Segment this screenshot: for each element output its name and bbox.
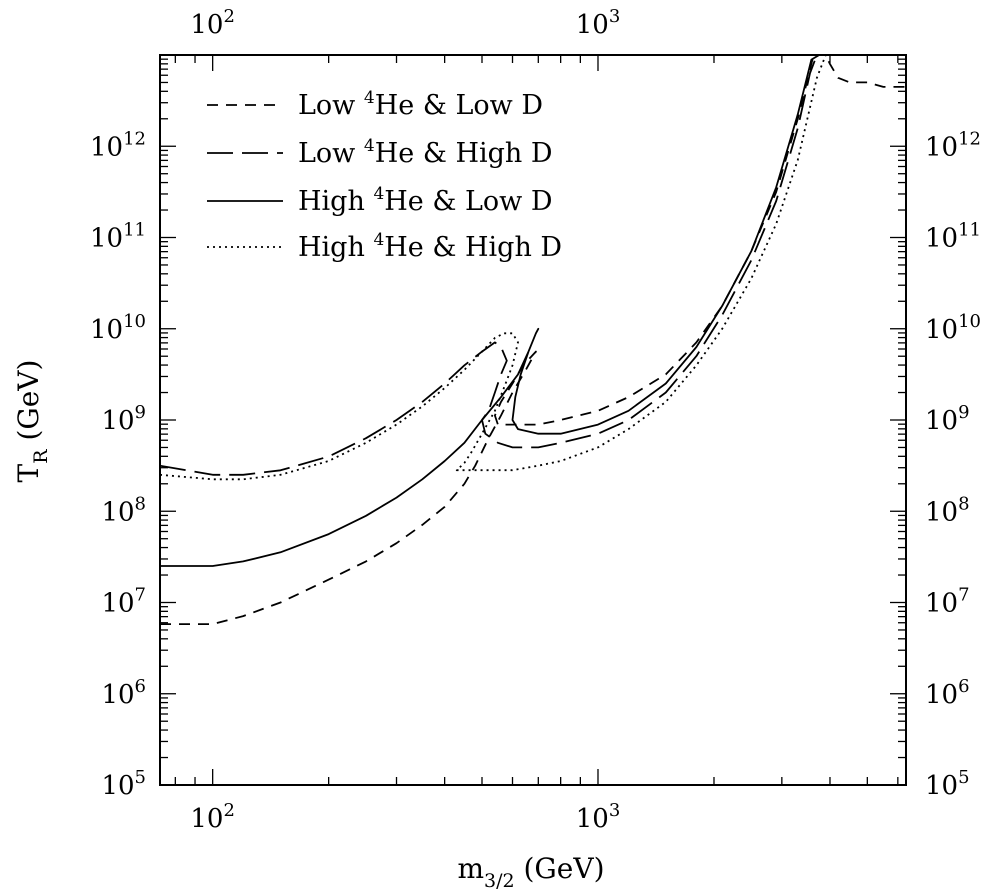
y-tick-label-right: 109 [925, 402, 970, 436]
y-tick-label-left-exponent: 11 [123, 220, 146, 241]
y-tick-label-left: 1010 [90, 311, 146, 345]
y-tick-label-left: 108 [101, 493, 146, 527]
y-tick-label-right-exponent: 9 [958, 402, 969, 423]
legend-label-text: High [298, 186, 373, 217]
y-tick-label-right-exponent: 11 [958, 220, 981, 241]
legend-label-superscript: 4 [364, 136, 375, 156]
y-tick-label-right: 108 [925, 493, 970, 527]
x-tick-label-bottom-exponent: 2 [223, 800, 234, 821]
y-tick-label-left-exponent: 7 [135, 585, 146, 606]
y-tick-label-left-base: 10 [101, 589, 134, 619]
y-axis-title-subscript: R [30, 449, 52, 464]
y-tick-label-left-exponent: 6 [135, 676, 146, 697]
y-tick-label-right: 1012 [925, 128, 981, 162]
axis-ticks [160, 54, 906, 786]
y-tick-label-right-base: 10 [925, 132, 958, 162]
data-curves [160, 55, 906, 625]
y-tick-label-left-base: 10 [101, 497, 134, 527]
x-tick-label-bottom-base: 10 [576, 804, 609, 834]
legend-label-text: He & High D [384, 232, 562, 263]
legend-label-2: Low 4He & High D [298, 136, 553, 169]
legend-label-text: He & Low D [384, 186, 552, 217]
y-tick-label-left-exponent: 8 [135, 493, 146, 514]
y-tick-label-right-base: 10 [925, 680, 958, 710]
y-tick-label-left-exponent: 9 [135, 402, 146, 423]
x-tick-label-top: 102 [190, 6, 235, 40]
y-tick-label-right: 106 [925, 676, 970, 710]
y-tick-label-left-exponent: 5 [135, 767, 146, 788]
y-tick-label-left: 106 [101, 676, 146, 710]
y-tick-label-right-base: 10 [925, 589, 958, 619]
legend-label-1: Low 4He & Low D [298, 88, 543, 121]
y-tick-label-left-base: 10 [101, 406, 134, 436]
series-line-2 [160, 55, 818, 476]
y-tick-label-left: 105 [101, 767, 146, 801]
y-tick-label-right-exponent: 12 [958, 128, 981, 149]
y-tick-label-right-base: 10 [925, 771, 958, 801]
x-tick-label-top: 103 [576, 6, 621, 40]
y-tick-label-right-exponent: 8 [958, 493, 969, 514]
y-tick-label-right-exponent: 10 [958, 311, 981, 332]
y-tick-label-left-exponent: 10 [123, 311, 146, 332]
y-tick-label-left-base: 10 [101, 680, 134, 710]
x-axis-title-subscript: 3/2 [484, 870, 515, 892]
y-tick-label-left: 1012 [90, 128, 146, 162]
y-tick-label-right-base: 10 [925, 224, 958, 254]
legend-label-text: Low [298, 138, 364, 169]
y-tick-label-left-base: 10 [90, 315, 123, 345]
x-tick-label-bottom: 103 [576, 800, 621, 834]
x-tick-label-bottom: 102 [190, 800, 235, 834]
x-tick-label-top-exponent: 2 [223, 6, 234, 27]
y-tick-label-right-base: 10 [925, 315, 958, 345]
x-axis-title: m3/2 (GeV) [457, 852, 604, 892]
y-axis-title: TR (GeV) [12, 360, 52, 483]
plot-frame [159, 54, 907, 786]
y-axis-title-main: T [12, 463, 45, 482]
y-tick-label-right-exponent: 5 [958, 767, 969, 788]
y-tick-label-left-base: 10 [101, 771, 134, 801]
series-line-3 [160, 55, 820, 567]
y-tick-label-left-base: 10 [90, 224, 123, 254]
x-axis-title-unit: (GeV) [515, 852, 605, 885]
y-tick-label-left-base: 10 [90, 132, 123, 162]
y-tick-label-right-exponent: 6 [958, 676, 969, 697]
y-tick-label-right: 105 [925, 767, 970, 801]
x-axis-title-main: m [457, 852, 484, 885]
x-tick-label-top-base: 10 [190, 10, 223, 40]
legend-label-4: High 4He & High D [298, 230, 562, 263]
y-axis-title-unit: (GeV) [12, 360, 45, 450]
y-tick-label-left-exponent: 12 [123, 128, 146, 149]
legend-label-superscript: 4 [364, 88, 375, 108]
legend-label-superscript: 4 [373, 184, 384, 204]
y-tick-label-left: 109 [101, 402, 146, 436]
legend-label-superscript: 4 [373, 230, 384, 250]
legend-label-text: He & High D [375, 138, 553, 169]
y-tick-label-left: 1011 [90, 220, 146, 254]
y-tick-label-right: 1011 [925, 220, 981, 254]
legend-label-text: Low [298, 90, 364, 121]
y-tick-label-right-base: 10 [925, 497, 958, 527]
legend-label-text: He & Low D [375, 90, 543, 121]
x-tick-label-top-exponent: 3 [609, 6, 620, 27]
x-tick-label-bottom-exponent: 3 [609, 800, 620, 821]
legend-label-3: High 4He & Low D [298, 184, 553, 217]
y-tick-label-right: 107 [925, 585, 970, 619]
y-tick-label-right: 1010 [925, 311, 981, 345]
x-tick-label-top-base: 10 [576, 10, 609, 40]
y-tick-label-right-exponent: 7 [958, 585, 969, 606]
y-tick-label-right-base: 10 [925, 406, 958, 436]
x-tick-label-bottom-base: 10 [190, 804, 223, 834]
y-tick-label-left: 107 [101, 585, 146, 619]
legend-label-text: High [298, 232, 373, 263]
